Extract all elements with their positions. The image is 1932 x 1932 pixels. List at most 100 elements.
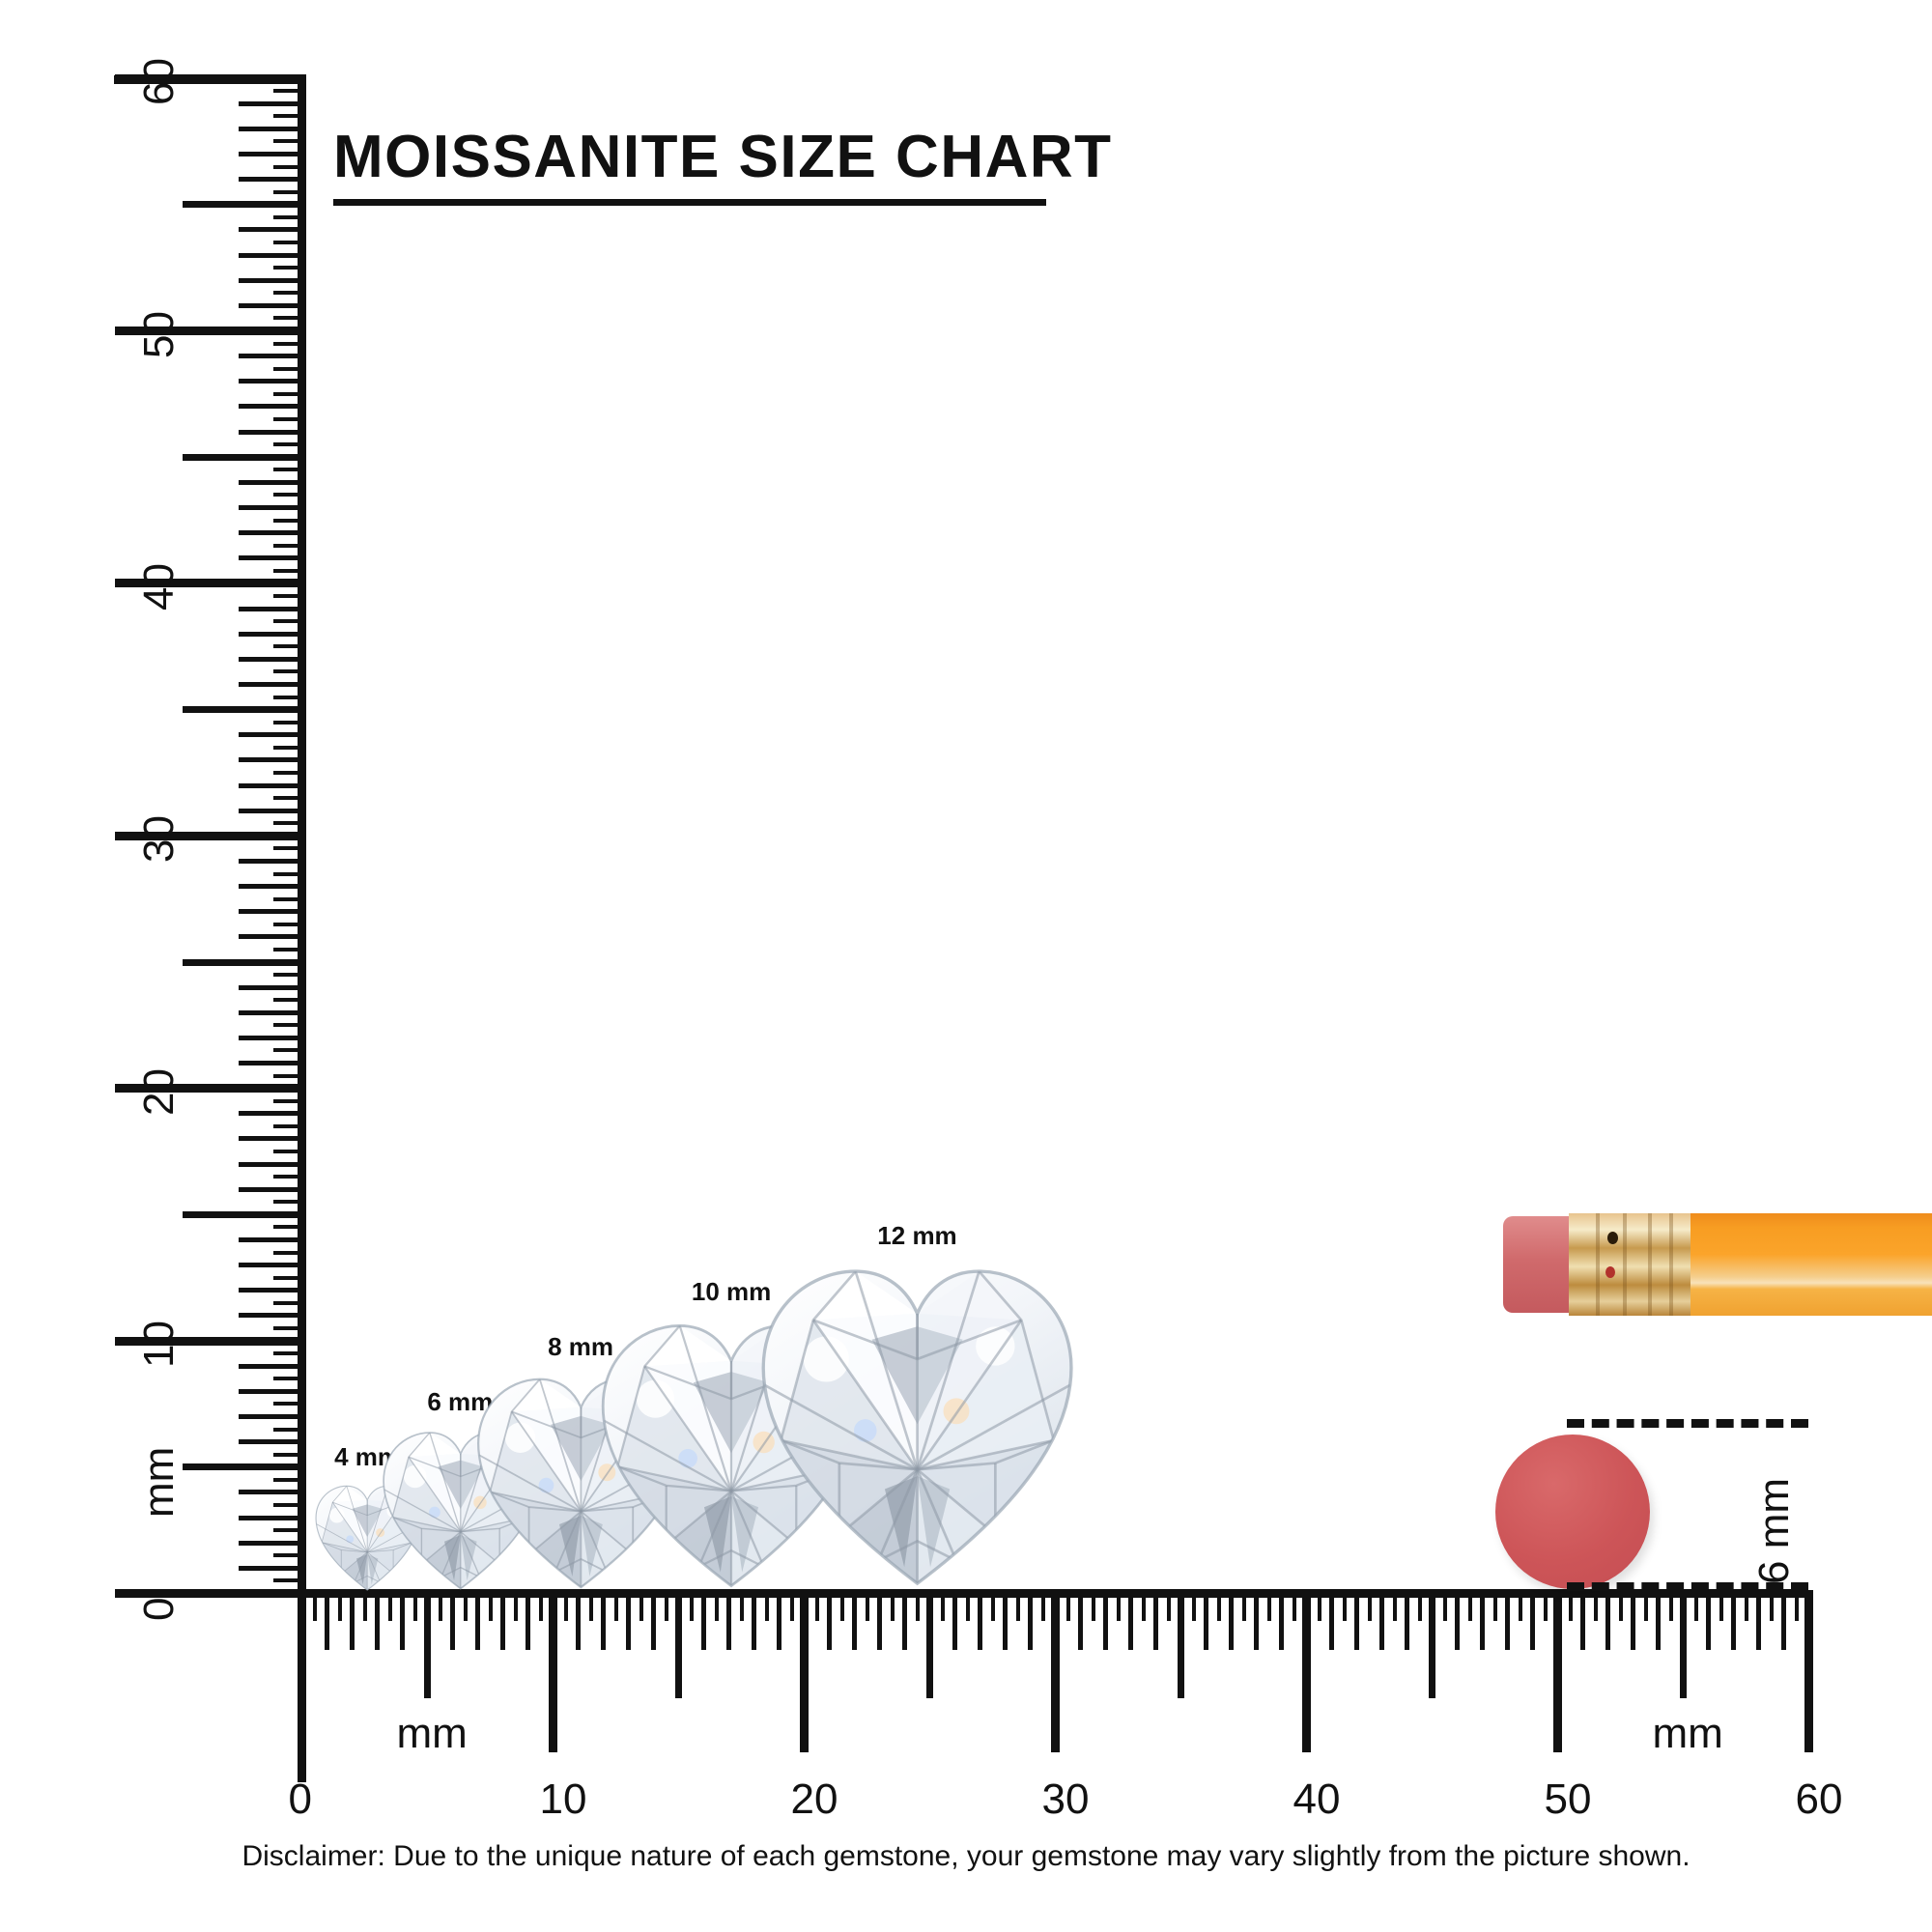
vruler-mid-tick: [182, 706, 306, 714]
vruler-minor-tick: [238, 656, 306, 662]
hruler-minor-tick: [777, 1589, 781, 1650]
ferrule-ring: [1669, 1213, 1673, 1316]
vruler-mid-tick: [182, 453, 306, 461]
vruler-minor-tick: [238, 884, 306, 890]
hruler-label-0: 0: [288, 1776, 312, 1823]
hruler-subminor-tick: [1116, 1589, 1121, 1621]
hruler-mid-tick: [926, 1589, 933, 1698]
vruler-subminor-tick: [272, 518, 306, 523]
hruler-label-60: 60: [1795, 1776, 1843, 1823]
hruler-subminor-tick: [1769, 1589, 1774, 1621]
hruler-major-tick: [800, 1589, 809, 1752]
vruler-subminor-tick: [272, 593, 306, 598]
hruler-minor-tick: [1781, 1589, 1786, 1650]
hruler-subminor-tick: [613, 1589, 618, 1621]
vruler-label-0: 0: [135, 1597, 183, 1621]
vruler-subminor-tick: [272, 770, 306, 775]
eraser-dot-reference-object: [1495, 1435, 1650, 1589]
dimension-line-bottom: [1567, 1582, 1808, 1591]
hruler-minor-tick: [1003, 1589, 1008, 1650]
hruler-subminor-tick: [1643, 1589, 1648, 1621]
hruler-subminor-tick: [689, 1589, 694, 1621]
hruler-subminor-tick: [1593, 1589, 1598, 1621]
hruler-subminor-tick: [1266, 1589, 1271, 1621]
vruler-minor-tick: [238, 1490, 306, 1495]
vruler-subminor-tick: [272, 1427, 306, 1432]
vruler-minor-tick: [238, 354, 306, 359]
pencil-eraser: [1503, 1216, 1573, 1313]
vruler-subminor-tick: [272, 695, 306, 699]
vruler-subminor-tick: [272, 1275, 306, 1280]
vruler-subminor-tick: [272, 1200, 306, 1205]
hruler-minor-tick: [1254, 1589, 1259, 1650]
vruler-major-tick: [114, 831, 306, 840]
vruler-subminor-tick: [272, 1503, 306, 1507]
hruler-subminor-tick: [1166, 1589, 1171, 1621]
vruler-subminor-tick: [272, 1300, 306, 1305]
hruler-minor-tick: [752, 1589, 756, 1650]
hruler-label-20: 20: [790, 1776, 838, 1823]
disclaimer-text: Disclaimer: Due to the unique nature of …: [242, 1840, 1690, 1872]
vruler-label-30: 30: [135, 815, 183, 864]
vruler-subminor-tick: [272, 871, 306, 876]
vruler-label-50: 50: [135, 310, 183, 358]
vruler-minor-tick: [238, 934, 306, 940]
hruler-subminor-tick: [1065, 1589, 1070, 1621]
gemstone-label-6mm: 6 mm: [427, 1386, 494, 1416]
hruler-subminor-tick: [865, 1589, 869, 1621]
hruler-minor-tick: [1656, 1589, 1661, 1650]
title-block: MOISSANITE SIZE CHART: [333, 128, 1111, 206]
vruler-minor-tick: [238, 379, 306, 384]
vruler-major-tick: [114, 327, 306, 335]
hruler-minor-tick: [1329, 1589, 1334, 1650]
hruler-subminor-tick: [1015, 1589, 1020, 1621]
hruler-subminor-tick: [1568, 1589, 1573, 1621]
vruler-subminor-tick: [272, 1528, 306, 1533]
hruler-minor-tick: [350, 1589, 355, 1650]
hruler-minor-tick: [827, 1589, 832, 1650]
hruler-subminor-tick: [664, 1589, 668, 1621]
hruler-major-tick: [549, 1589, 557, 1752]
vruler-minor-tick: [238, 1009, 306, 1015]
ferrule-crimp-dot: [1605, 1266, 1615, 1278]
vruler-minor-tick: [238, 1414, 306, 1420]
vruler-unit-label: mm: [135, 1446, 183, 1518]
hruler-minor-tick: [726, 1589, 731, 1650]
vruler-minor-tick: [238, 555, 306, 561]
vruler-minor-tick: [238, 1061, 306, 1066]
vruler-minor-tick: [238, 1035, 306, 1040]
vruler-subminor-tick: [272, 366, 306, 371]
hruler-subminor-tick: [1367, 1589, 1372, 1621]
hruler-minor-tick: [1405, 1589, 1409, 1650]
hruler-subminor-tick: [814, 1589, 819, 1621]
vruler-subminor-tick: [272, 442, 306, 447]
hruler-subminor-tick: [1518, 1589, 1522, 1621]
vruler-subminor-tick: [272, 266, 306, 270]
hruler-minor-tick: [450, 1589, 455, 1650]
hruler-mid-tick: [1429, 1589, 1435, 1698]
vruler-mid-tick: [182, 1210, 306, 1218]
vruler-subminor-tick: [272, 189, 306, 194]
hruler-subminor-tick: [839, 1589, 844, 1621]
vruler-minor-tick: [238, 681, 306, 687]
vruler-minor-tick: [238, 252, 306, 258]
vruler-minor-tick: [238, 1313, 306, 1319]
vruler-subminor-tick: [272, 1578, 306, 1583]
hruler-subminor-tick: [1216, 1589, 1221, 1621]
vruler-minor-tick: [238, 757, 306, 763]
hruler-minor-tick: [877, 1589, 882, 1650]
hruler-minor-tick: [1530, 1589, 1535, 1650]
vruler-subminor-tick: [272, 1477, 306, 1482]
hruler-subminor-tick: [965, 1589, 970, 1621]
title-underline: [333, 199, 1046, 206]
vruler-major-tick: [114, 73, 306, 83]
vruler-minor-tick: [238, 429, 306, 435]
vruler-subminor-tick: [272, 416, 306, 421]
vruler-minor-tick: [238, 858, 306, 864]
vruler-subminor-tick: [272, 391, 306, 396]
hruler-subminor-tick: [1040, 1589, 1045, 1621]
gemstone-label-10mm: 10 mm: [691, 1276, 772, 1306]
vruler-subminor-tick: [272, 1098, 306, 1103]
hruler-minor-tick: [626, 1589, 631, 1650]
hruler-minor-tick: [601, 1589, 606, 1650]
